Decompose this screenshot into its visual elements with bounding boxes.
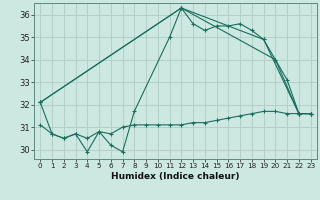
X-axis label: Humidex (Indice chaleur): Humidex (Indice chaleur) [111, 172, 240, 181]
